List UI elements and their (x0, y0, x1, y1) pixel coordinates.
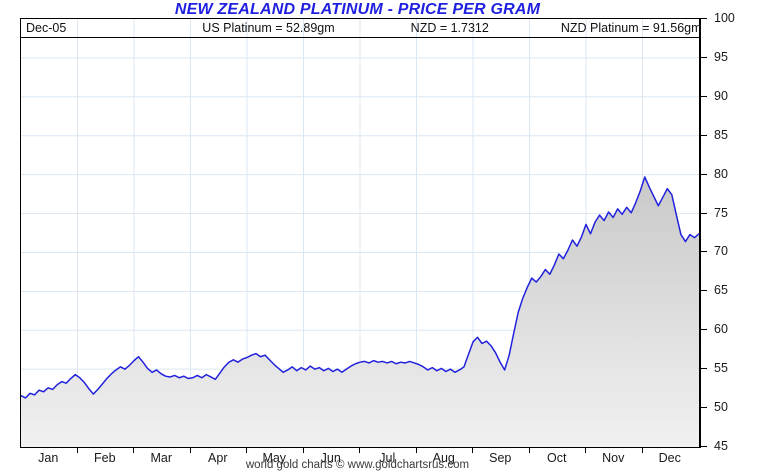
x-tick-label: Mar (150, 451, 173, 465)
y-tick-label: 90 (714, 88, 728, 103)
x-axis: Jan Feb Mar Apr May Jun Jul Aug Sep Oct Nov Dec (0, 448, 760, 475)
y-axis: 45 50 55 60 65 70 75 80 85 90 95 100 (700, 0, 758, 475)
x-tick-label: Nov (602, 451, 625, 465)
y-tick-mark (700, 446, 707, 447)
x-tick-mark (359, 448, 360, 453)
y-tick-label: 95 (714, 49, 728, 64)
footer-credit: world gold charts © www.goldchartsrus.co… (245, 459, 470, 471)
y-tick-mark (700, 56, 707, 58)
x-tick-label: Aug (432, 451, 455, 465)
price-line (21, 176, 699, 399)
x-tick-mark (415, 448, 417, 453)
x-tick-label: Oct (547, 451, 567, 465)
y-tick-label: 75 (714, 205, 728, 220)
page-title: NEW ZEALAND PLATINUM - PRICE PER GRAM (174, 1, 541, 18)
y-tick-label: 80 (714, 166, 728, 181)
x-tick-label: May (262, 451, 287, 465)
y-tick-label: 65 (714, 283, 728, 298)
x-tick-label: Jul (379, 451, 396, 465)
x-tick-mark (528, 448, 530, 453)
y-tick-mark (700, 95, 707, 97)
price-line-chart (21, 19, 699, 447)
y-tick-mark (700, 329, 707, 331)
x-tick-mark (189, 448, 191, 453)
y-tick-mark (700, 134, 707, 136)
x-tick-label: Apr (208, 451, 228, 465)
x-tick-label: Jun (320, 451, 341, 465)
x-tick-mark (246, 448, 247, 453)
y-tick-label: 60 (714, 322, 728, 337)
x-tick-mark (641, 448, 643, 453)
x-tick-mark (133, 448, 134, 453)
y-tick-mark (700, 212, 707, 214)
x-tick-mark (76, 448, 78, 453)
x-tick-mark (302, 448, 304, 453)
x-tick-mark (472, 448, 473, 453)
x-tick-label: Dec (658, 451, 681, 465)
y-tick-mark (700, 173, 707, 175)
x-tick-label: Sep (489, 451, 512, 465)
y-tick-mark (700, 290, 707, 292)
y-tick-label: 45 (714, 439, 728, 453)
x-tick-mark (585, 448, 586, 453)
y-tick-label: 55 (714, 361, 728, 376)
y-tick-mark (700, 368, 707, 370)
y-tick-label: 100 (714, 11, 735, 25)
plot-area (20, 18, 700, 448)
y-tick-mark (700, 18, 707, 19)
y-tick-label: 70 (714, 244, 728, 259)
y-tick-mark (700, 251, 707, 253)
price-area-fill (21, 176, 699, 447)
y-tick-label: 50 (714, 400, 728, 415)
x-tick-label: Feb (93, 451, 116, 465)
y-tick-label: 85 (714, 127, 728, 142)
x-tick-label: Jan (38, 451, 59, 465)
y-tick-mark (700, 407, 707, 409)
y-axis-line (700, 18, 701, 448)
